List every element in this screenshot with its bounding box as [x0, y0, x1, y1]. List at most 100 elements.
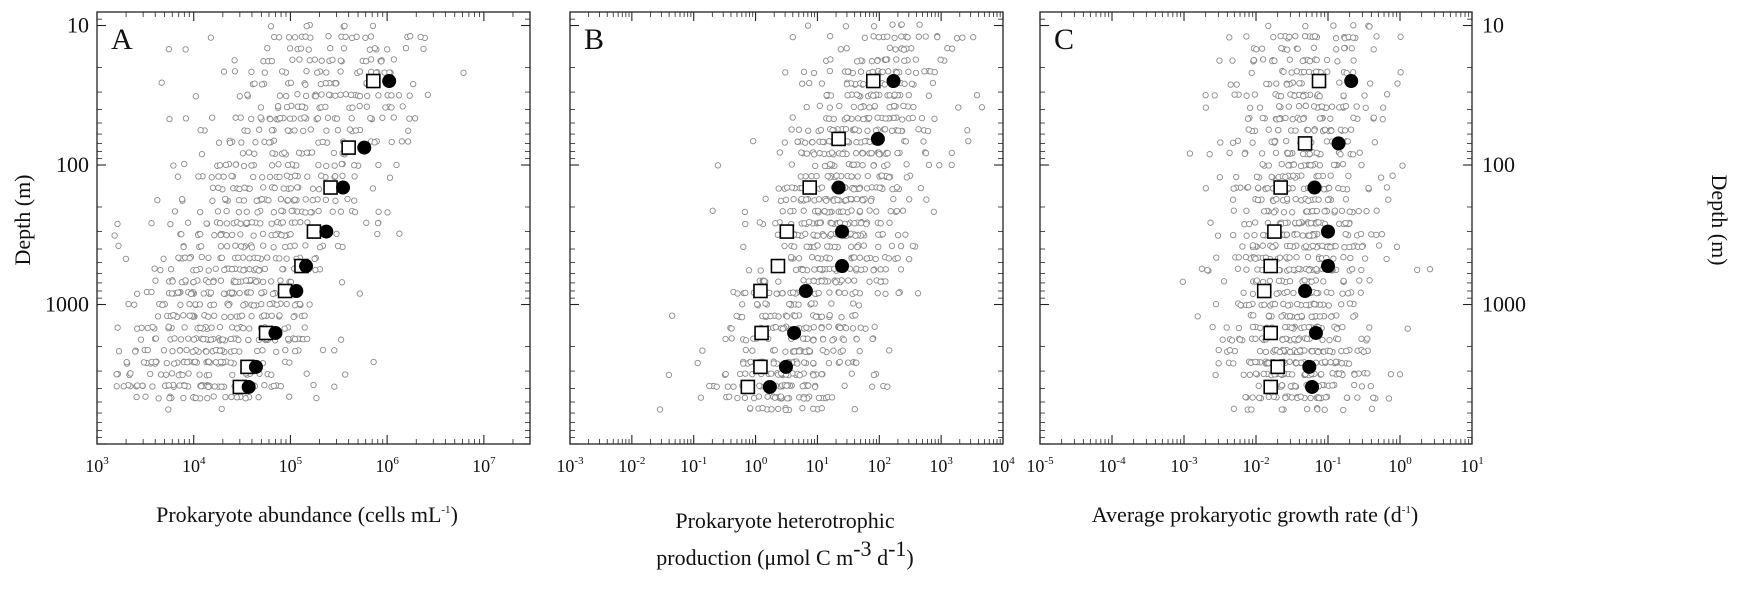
x-tick-label: 10-3 [1170, 455, 1198, 476]
cloud-point [238, 312, 246, 319]
cloud-point [189, 348, 196, 356]
cloud-point [1255, 382, 1262, 389]
cloud-point [247, 289, 254, 296]
cloud-point [875, 243, 882, 251]
mean-square-point [1311, 73, 1327, 89]
cloud-point [755, 393, 763, 400]
cloud-point [1198, 265, 1206, 272]
cloud-point [147, 370, 154, 378]
cloud-point [1216, 57, 1223, 64]
cloud-point [877, 278, 884, 285]
cloud-point [250, 232, 257, 239]
cloud-point [868, 149, 875, 157]
cloud-point [1237, 301, 1244, 309]
cloud-point [874, 57, 881, 64]
cloud-point [1335, 370, 1343, 377]
cloud-point [1254, 196, 1262, 204]
cloud-point [200, 336, 207, 343]
cloud-point [1260, 370, 1267, 378]
cloud-point [280, 185, 287, 192]
cloud-point [296, 300, 304, 308]
cloud-point [842, 324, 850, 332]
cloud-point [909, 114, 916, 122]
cloud-point [837, 324, 844, 332]
cloud-point [827, 56, 834, 63]
cloud-point [236, 185, 243, 193]
cloud-point [833, 172, 840, 179]
cloud-point [1358, 383, 1366, 390]
cloud-point [268, 127, 276, 134]
cloud-point [1303, 405, 1311, 413]
cloud-point [1301, 277, 1308, 284]
x-axis-label: Prokaryote abundance (cells mL-1) [156, 502, 458, 527]
cloud-point [291, 302, 299, 309]
cloud-point [1257, 324, 1264, 332]
cloud-point [228, 289, 236, 296]
cloud-point [186, 255, 193, 262]
cloud-point [891, 91, 898, 98]
cloud-point [240, 302, 247, 309]
cloud-point [1330, 22, 1337, 29]
cloud-point [1212, 371, 1219, 379]
cloud-point [1346, 300, 1354, 307]
cloud-point [857, 324, 864, 331]
cloud-point [1226, 34, 1233, 41]
cloud-point [1296, 347, 1304, 354]
cloud-point [781, 139, 788, 146]
cloud-point [182, 277, 189, 284]
cloud-point [799, 266, 806, 274]
cloud-point [906, 255, 913, 263]
cloud-point [1320, 186, 1328, 193]
cloud-point [348, 115, 355, 122]
cloud-point [291, 172, 299, 179]
cloud-point [1329, 382, 1336, 389]
y-tick-label: 1000 [1482, 292, 1526, 317]
cloud-point [1249, 323, 1257, 331]
cloud-point [834, 196, 841, 204]
cloud-point [140, 359, 148, 366]
cloud-point [163, 359, 170, 367]
cloud-point [905, 68, 912, 75]
cloud-point [337, 57, 344, 64]
cloud-point [314, 69, 321, 76]
cloud-point [1347, 126, 1355, 133]
cloud-point [1252, 335, 1259, 342]
cloud-point [259, 278, 267, 286]
mean-circle-point [1298, 283, 1313, 298]
cloud-point [1288, 324, 1295, 331]
cloud-point [803, 196, 810, 203]
cloud-point [818, 80, 826, 87]
x-tick-label: 103 [929, 455, 953, 476]
cloud-point [170, 162, 177, 169]
cloud-point [734, 290, 741, 297]
cloud-point [291, 347, 299, 355]
cloud-point [222, 195, 229, 203]
cloud-point [1342, 103, 1350, 110]
cloud-point [875, 33, 882, 41]
cloud-point [184, 219, 192, 226]
cloud-point [297, 219, 304, 226]
cloud-point [1286, 278, 1294, 285]
cloud-point [1202, 104, 1209, 111]
cloud-point [1300, 115, 1307, 122]
cloud-point [276, 255, 283, 262]
cloud-point [847, 195, 855, 203]
cloud-point [772, 220, 779, 227]
cloud-point [762, 300, 769, 307]
cloud-point [1283, 81, 1290, 88]
cloud-point [1339, 323, 1346, 331]
cloud-point [276, 92, 284, 99]
cloud-point [212, 359, 220, 366]
cloud-point [133, 290, 141, 297]
cloud-point [1305, 197, 1312, 204]
cloud-point [1385, 196, 1392, 203]
cloud-point [209, 197, 216, 204]
cloud-point [378, 58, 385, 65]
cloud-point [745, 267, 753, 274]
cloud-point [148, 288, 155, 296]
cloud-point [1364, 370, 1371, 377]
cloud-point [181, 160, 188, 168]
cloud-point [885, 255, 892, 262]
mean-square-point [1270, 359, 1285, 375]
cloud-point [1265, 393, 1272, 401]
